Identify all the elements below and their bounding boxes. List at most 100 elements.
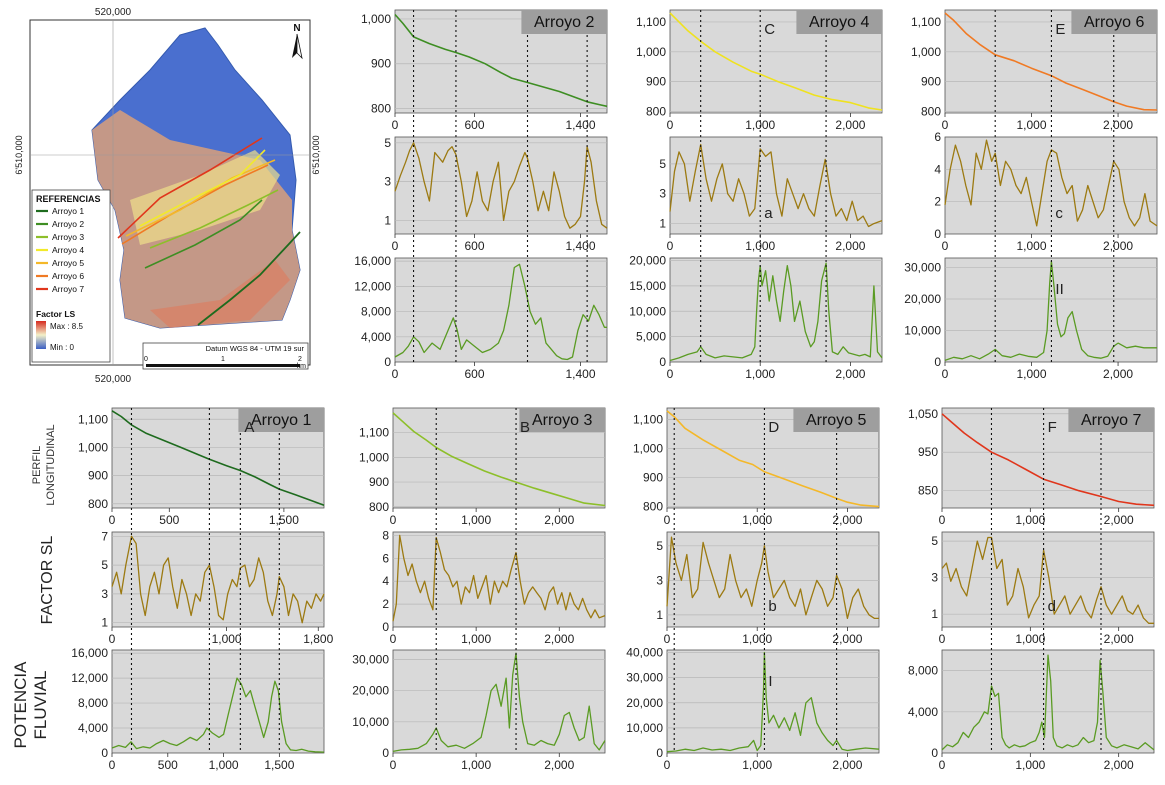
arroyo3-sl-xtick-label: 0 (390, 632, 397, 646)
scale-label-2: 2 (298, 356, 302, 363)
arroyo7-profile-ytick-label: 850 (918, 484, 938, 498)
arroyo2-profile-ytick-label: 900 (371, 57, 391, 71)
arroyo3-power-plot-area (392, 649, 606, 754)
arroyo2-sl-ytick-label: 5 (384, 136, 391, 150)
arroyo4-sl-ytick-label: 5 (659, 157, 666, 171)
datum-label: Datum WGS 84 - UTM 19 sur (206, 344, 305, 353)
arroyo4-profile-series-line (669, 12, 883, 111)
arroyo2-power-xtick-label: 1,400 (565, 367, 595, 381)
arroyo7-title-tab (1068, 408, 1154, 432)
arroyo6-profile-ytick-label: 1,100 (911, 15, 941, 29)
arroyo5-sl-xtick-label: 2,000 (832, 632, 862, 646)
arroyo7-power-ytick-label: 0 (931, 746, 938, 760)
arroyo2-power-ytick-label: 0 (384, 355, 391, 369)
arroyo5-profile-xtick-label: 1,000 (742, 513, 772, 527)
arroyo2-sl-xtick-label: 0 (392, 239, 399, 253)
arroyo7-sl-panel: 1 3 5 0 1,000 2,000 (931, 531, 1155, 646)
arroyo5-power-annotation: I (768, 673, 772, 690)
row-labels: PERFIL LONGITUDINAL FACTOR SL POTENCIA F… (11, 424, 57, 748)
arroyo1-power-xtick-label: 500 (158, 758, 178, 772)
arroyo2-title-tab (521, 10, 607, 34)
arroyo7-sl-plot-area (941, 531, 1155, 628)
arroyo3-sl-ytick-label: 8 (382, 528, 389, 542)
arroyo2-power-xtick-label: 600 (464, 367, 484, 381)
legend-label-5: Arroyo 5 (52, 258, 84, 268)
legend-label-4: Arroyo 4 (52, 245, 84, 255)
arroyo5-power-ytick-label: 40,000 (626, 646, 663, 660)
arroyo2-sl-series-line (394, 142, 608, 229)
arroyo6-power-ytick-label: 30,000 (904, 260, 941, 274)
arroyo5-sl-ytick-label: 5 (656, 539, 663, 553)
arroyo3-profile-series-line (392, 412, 606, 507)
legend-label-3: Arroyo 3 (52, 232, 84, 242)
arroyo3-profile-ytick-label: 1,000 (359, 450, 389, 464)
arroyo4-power-ytick-label: 20,000 (629, 254, 666, 268)
arroyo6-sl-ytick-label: 0 (934, 227, 941, 241)
arroyo1-power-panel: 0 4,000 8,000 12,000 16,000 0 500 1,000 1,500 (71, 646, 325, 772)
arroyo5-profile-xtick-label: 2,000 (832, 513, 862, 527)
arroyo1-power-ytick-label: 0 (101, 746, 108, 760)
arroyo1-profile-xtick-label: 500 (159, 513, 179, 527)
arroyo2-power-panel: 0 4,000 8,000 12,000 16,000 0 600 1,400 (354, 254, 608, 381)
arroyo5-sl-xtick-label: 0 (664, 632, 671, 646)
north-label: N (293, 23, 300, 34)
arroyo5-profile-ytick-label: 800 (643, 500, 663, 514)
ls-legend-title: Factor LS (36, 309, 76, 319)
arroyo5-profile-ytick-label: 1,000 (633, 442, 663, 456)
arroyo5-power-series-line (666, 651, 880, 753)
arroyo7-power-xtick-label: 1,000 (1015, 758, 1045, 772)
arroyo3-power-ytick-label: 0 (382, 746, 389, 760)
arroyo6-power-xtick-label: 2,000 (1103, 367, 1133, 381)
legend-label-1: Arroyo 1 (52, 206, 84, 216)
arroyo7-sl-ytick-label: 1 (931, 607, 938, 621)
arroyo6-profile-xtick-label: 0 (942, 118, 949, 132)
arroyo2-profile-ytick-label: 800 (371, 102, 391, 116)
arroyo6-sl-ytick-label: 2 (934, 195, 941, 209)
arroyo4-sl-ytick-label: 1 (659, 217, 666, 231)
arroyo7-sl-series-line (941, 536, 1154, 624)
high-ls-zone-south (150, 260, 290, 328)
arroyo7-power-ytick-label: 8,000 (908, 664, 938, 678)
arroyo6-title-tab (1071, 10, 1157, 34)
arroyo7-profile-xtick-label: 0 (939, 513, 946, 527)
arroyo2-profile-series-line (394, 13, 608, 108)
arroyo7-sl-xtick-label: 2,000 (1104, 632, 1134, 646)
arroyo2-profile-xtick-label: 0 (392, 118, 399, 132)
arroyo2-profile-xtick-label: 600 (464, 118, 484, 132)
arroyo3-power-series-line (392, 652, 606, 753)
arroyo3-power-ytick-label: 30,000 (352, 652, 389, 666)
arroyo1-sl-xtick-label: 1,800 (303, 632, 333, 646)
arroyo6-sl-annotation: c (1055, 205, 1063, 222)
arroyo1-sl-xtick-label: 1,000 (212, 632, 242, 646)
arroyo1-profile-xtick-label: 0 (109, 513, 116, 527)
arroyo5-sl-ytick-label: 3 (656, 573, 663, 587)
arroyo5-power-xtick-label: 2,000 (832, 758, 862, 772)
arroyo7-sl-ytick-label: 3 (931, 571, 938, 585)
arroyo3-sl-xtick-label: 2,000 (544, 632, 574, 646)
arroyo7-power-xtick-label: 2,000 (1104, 758, 1134, 772)
arroyo7-sl-xtick-label: 0 (939, 632, 946, 646)
arroyo4-title-tab (796, 10, 882, 34)
ls-min-label: Min : 0 (50, 343, 75, 352)
arroyo7-profile-series-line (941, 413, 1155, 507)
arroyo5-power-ytick-label: 30,000 (626, 671, 663, 685)
row-label-perfil-1: PERFIL (31, 446, 43, 485)
legend-items: Arroyo 1 Arroyo 2 Arroyo 3 Arroyo 4 Arroyo 5… (36, 206, 84, 294)
arroyo3-profile-annotation: B (520, 419, 530, 436)
arroyo4-sl-ytick-label: 3 (659, 187, 666, 201)
arroyo6-profile-ytick-label: 800 (921, 105, 941, 119)
arroyo3-profile-xtick-label: 0 (390, 513, 397, 527)
arroyo4-power-xtick-label: 0 (667, 367, 674, 381)
arroyo7-power-xtick-label: 0 (939, 758, 946, 772)
arroyo4-profile-ytick-label: 1,100 (636, 15, 666, 29)
legend-label-7: Arroyo 7 (52, 284, 84, 294)
arroyo1-power-xtick-label: 1,500 (264, 758, 294, 772)
arroyo6-profile-ytick-label: 900 (921, 75, 941, 89)
arroyo5-power-xtick-label: 1,000 (742, 758, 772, 772)
scale-label-1: 1 (221, 356, 225, 363)
arroyo2-sl-xtick-label: 1,400 (565, 239, 595, 253)
arroyo4-profile-ytick-label: 800 (646, 105, 666, 119)
arroyo2-profile-xtick-label: 1,400 (565, 118, 595, 132)
